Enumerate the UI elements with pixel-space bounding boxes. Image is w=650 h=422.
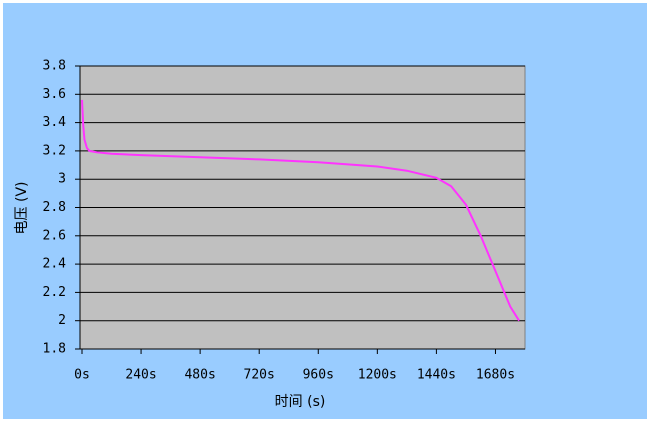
y-tick-label: 2.4 — [43, 257, 67, 272]
y-tick-label: 2.8 — [43, 200, 66, 215]
data-line — [81, 99, 520, 322]
x-tick-label: 960s — [303, 368, 334, 383]
y-tick-label: 2.2 — [43, 285, 66, 300]
y-tick-label: 1.8 — [43, 342, 66, 357]
x-tick-label: 1680s — [476, 368, 515, 383]
x-tick-label: 480s — [184, 368, 215, 383]
y-tick-label: 2 — [58, 313, 66, 328]
y-tick-label: 3.2 — [43, 143, 66, 158]
x-tick-label: 240s — [125, 368, 156, 383]
x-tick-label: 1200s — [358, 368, 397, 383]
x-tick-label: 1440s — [417, 368, 456, 383]
x-axis-title: 时间 (s) — [275, 394, 326, 410]
x-tick-label: 720s — [244, 368, 275, 383]
y-axis-title: 电压 (V) — [14, 182, 30, 235]
y-tick-label: 3.4 — [43, 115, 67, 130]
y-tick-label: 3 — [58, 172, 66, 187]
x-tick-label: 0s — [74, 368, 90, 383]
y-tick-label: 3.8 — [43, 59, 66, 74]
y-tick-label: 3.6 — [43, 87, 66, 102]
y-tick-label: 2.6 — [43, 228, 66, 243]
